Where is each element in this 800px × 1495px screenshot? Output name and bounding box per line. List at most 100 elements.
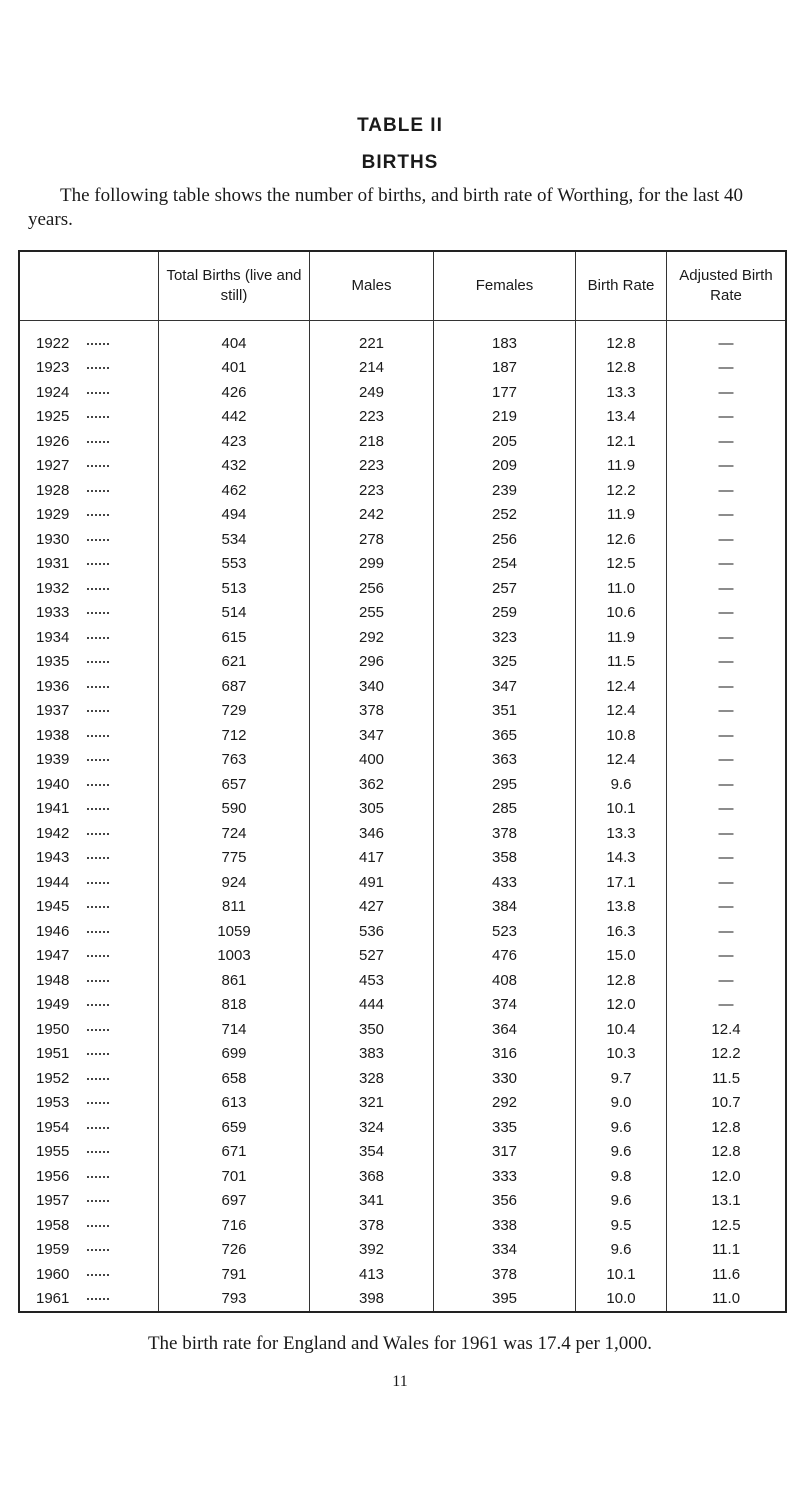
value-cell: 621 [158, 649, 310, 674]
cell-text: 1932 [36, 579, 70, 597]
cell-text: 476 [491, 947, 518, 965]
cell-text: 687 [221, 677, 247, 695]
value-cell: 427 [309, 894, 434, 919]
value-cell: 330 [433, 1066, 576, 1091]
value-cell: 351 [433, 698, 576, 723]
year-cell: 1928 [18, 478, 159, 503]
cell-text: 256 [358, 579, 385, 597]
value-cell: 1003 [158, 943, 310, 968]
cell-text: 1940 [36, 775, 70, 793]
cell-text: 10.1 [606, 1265, 636, 1283]
cell-text: 513 [221, 579, 247, 597]
cell-text: 1953 [36, 1094, 70, 1112]
cell-text: 1939 [36, 751, 70, 769]
cell-text: — [718, 775, 734, 793]
cell-text: 9.0 [610, 1094, 632, 1112]
cell-text: 383 [358, 1045, 385, 1063]
value-cell: 340 [309, 674, 434, 699]
table-row: 1955 671 354 317 9.6 12.8 [18, 1139, 786, 1164]
value-cell: 384 [433, 894, 576, 919]
cell-text: 818 [221, 996, 247, 1014]
value-cell: 292 [309, 625, 434, 650]
value-cell: 183 [433, 320, 576, 356]
value-cell: — [666, 919, 786, 944]
value-cell: 10.4 [575, 1017, 667, 1042]
value-cell: 536 [309, 919, 434, 944]
value-cell: 324 [309, 1115, 434, 1140]
value-cell: 729 [158, 698, 310, 723]
cell-text: 10.8 [606, 726, 636, 744]
cell-text: — [718, 579, 734, 597]
cell-text: 12.8 [606, 359, 636, 377]
cell-text: — [718, 383, 734, 401]
cell-text: 12.0 [606, 996, 636, 1014]
value-cell: 219 [433, 404, 576, 429]
value-cell: 177 [433, 380, 576, 405]
value-cell: 442 [158, 404, 310, 429]
year-cell: 1941 [18, 796, 159, 821]
year-cell: 1942 [18, 821, 159, 846]
value-cell: 513 [158, 576, 310, 601]
value-cell: 12.2 [575, 478, 667, 503]
cell-text: 658 [221, 1069, 247, 1087]
value-cell: 11.5 [575, 649, 667, 674]
cell-text: — [718, 922, 734, 940]
year-cell: 1931 [18, 551, 159, 576]
cell-text: 1935 [36, 653, 70, 671]
cell-text: 392 [358, 1241, 385, 1259]
value-cell: 11.9 [575, 453, 667, 478]
cell-text: — [718, 971, 734, 989]
cell-text: 10.0 [606, 1290, 636, 1308]
cell-text: 442 [221, 408, 247, 426]
cell-text: 347 [358, 726, 385, 744]
year-cell: 1933 [18, 600, 159, 625]
column-header [18, 251, 159, 321]
leader-dots [87, 955, 110, 958]
value-cell: 9.6 [575, 1115, 667, 1140]
cell-text: — [718, 677, 734, 695]
table-row: 1961 793 398 395 10.0 11.0 [18, 1286, 786, 1312]
cell-text: 209 [491, 457, 518, 475]
value-cell: — [666, 320, 786, 356]
leader-dots [87, 563, 110, 566]
cell-text: 15.0 [606, 947, 636, 965]
year-cell: 1961 [18, 1286, 159, 1312]
value-cell: — [666, 796, 786, 821]
value-cell: — [666, 502, 786, 527]
cell-text: 404 [221, 334, 247, 352]
cell-text: 333 [491, 1167, 518, 1185]
value-cell: 9.6 [575, 1139, 667, 1164]
table-row: 1944 924 491 433 17.1 — [18, 870, 786, 895]
leader-dots [87, 685, 110, 688]
cell-text: 1923 [36, 359, 70, 377]
value-cell: 13.8 [575, 894, 667, 919]
cell-text: — [718, 604, 734, 622]
cell-text: 699 [221, 1045, 247, 1063]
year-cell: 1938 [18, 723, 159, 748]
cell-text: 364 [491, 1020, 518, 1038]
value-cell: 335 [433, 1115, 576, 1140]
value-cell: 398 [309, 1286, 434, 1312]
cell-text: 413 [358, 1265, 385, 1283]
table-row: 1948 861 453 408 12.8 — [18, 968, 786, 993]
value-cell: 527 [309, 943, 434, 968]
leader-dots [87, 1249, 110, 1252]
cell-text: 278 [358, 530, 385, 548]
value-cell: 209 [433, 453, 576, 478]
table-row: 1937 729 378 351 12.4 — [18, 698, 786, 723]
value-cell: 699 [158, 1041, 310, 1066]
year-cell: 1940 [18, 772, 159, 797]
value-cell: 9.5 [575, 1213, 667, 1238]
value-cell: 362 [309, 772, 434, 797]
cell-text: 374 [491, 996, 518, 1014]
cell-text: 861 [221, 971, 247, 989]
year-cell: 1958 [18, 1213, 159, 1238]
value-cell: 395 [433, 1286, 576, 1312]
value-cell: 285 [433, 796, 576, 821]
table-row: 1939 763 400 363 12.4 — [18, 747, 786, 772]
cell-text: 13.3 [606, 824, 636, 842]
table-row: 1943 775 417 358 14.3 — [18, 845, 786, 870]
value-cell: — [666, 551, 786, 576]
value-cell: 259 [433, 600, 576, 625]
value-cell: 364 [433, 1017, 576, 1042]
